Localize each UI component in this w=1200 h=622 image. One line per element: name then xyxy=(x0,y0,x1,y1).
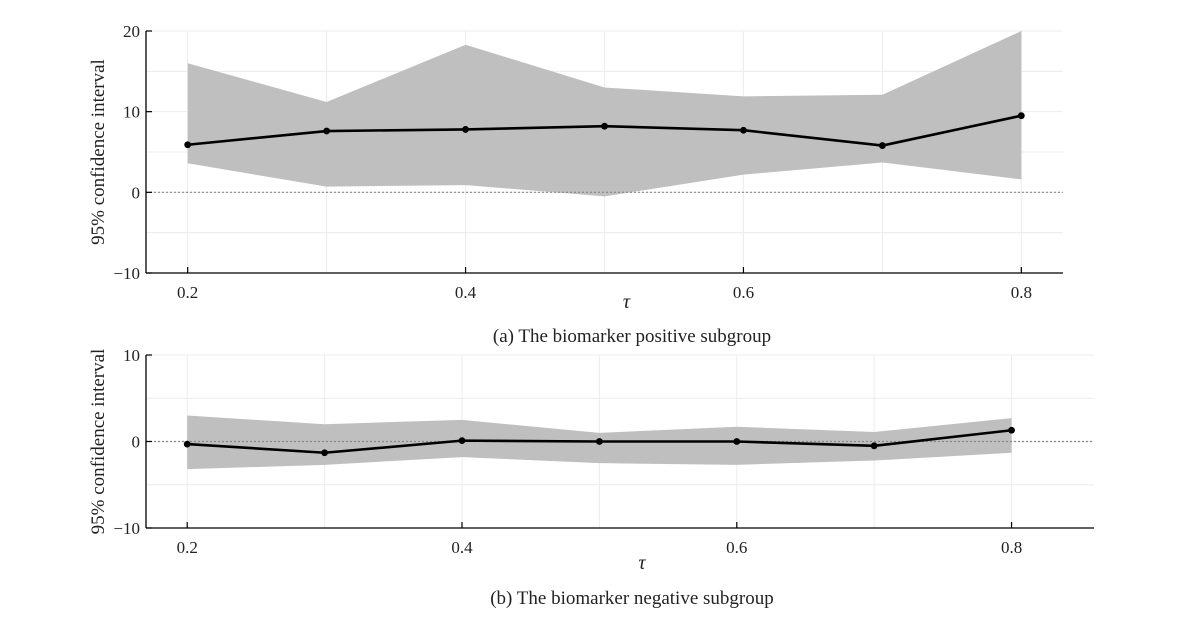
data-point xyxy=(462,126,469,133)
data-point xyxy=(733,438,741,445)
estimate-points-b xyxy=(183,426,1015,457)
data-point xyxy=(323,127,331,135)
x-tick-label: 0.4 xyxy=(455,283,477,302)
x-axis-title-a: τ xyxy=(623,291,631,313)
y-tick-label: 20 xyxy=(123,22,140,41)
data-point xyxy=(458,437,466,445)
data-point xyxy=(870,442,878,450)
axes-b xyxy=(145,354,1094,529)
panel-b: −10 0 10 0.2 0.4 0.6 0.8 95% confidence interv… xyxy=(88,346,1094,609)
axes-a xyxy=(145,30,1063,274)
panel-a: −10 0 10 20 0.2 0.4 0.6 0.8 95% confidence inte… xyxy=(88,22,1063,347)
caption-b: (b) The biomarker negative subgroup xyxy=(490,588,774,609)
caption-a: (a) The biomarker positive subgroup xyxy=(493,326,771,347)
data-point xyxy=(321,449,329,457)
data-point xyxy=(1017,112,1025,120)
data-point xyxy=(740,126,747,134)
data-point xyxy=(1008,426,1015,434)
y-tick-label: −10 xyxy=(113,264,140,283)
confidence-band-a xyxy=(187,31,1022,197)
data-point xyxy=(595,438,603,445)
x-tick-label: 0.8 xyxy=(1001,538,1022,557)
estimate-points-a xyxy=(184,112,1025,149)
x-tick-label: 0.4 xyxy=(451,538,473,557)
x-tick-label: 0.8 xyxy=(1011,283,1032,302)
x-tick-label: 0.6 xyxy=(726,538,747,557)
data-point xyxy=(183,440,191,448)
x-tick-label: 0.6 xyxy=(733,283,754,302)
tick-labels-a: −10 0 10 20 0.2 0.4 0.6 0.8 xyxy=(113,22,1032,302)
data-point xyxy=(601,122,608,130)
y-tick-label: −10 xyxy=(113,519,140,538)
y-tick-label: 10 xyxy=(123,103,140,122)
y-axis-title-b: 95% confidence interval xyxy=(88,349,109,535)
x-tick-label: 0.2 xyxy=(177,538,198,557)
data-point xyxy=(878,142,886,149)
tick-labels-b: −10 0 10 0.2 0.4 0.6 0.8 xyxy=(113,346,1022,557)
y-tick-label: 0 xyxy=(132,183,141,202)
data-point xyxy=(184,141,192,149)
x-axis-title-b: τ xyxy=(638,552,646,574)
x-tick-label: 0.2 xyxy=(177,283,198,302)
y-tick-label: 0 xyxy=(132,433,141,452)
y-axis-title-a: 95% confidence interval xyxy=(88,59,109,245)
y-tick-label: 10 xyxy=(123,346,140,365)
